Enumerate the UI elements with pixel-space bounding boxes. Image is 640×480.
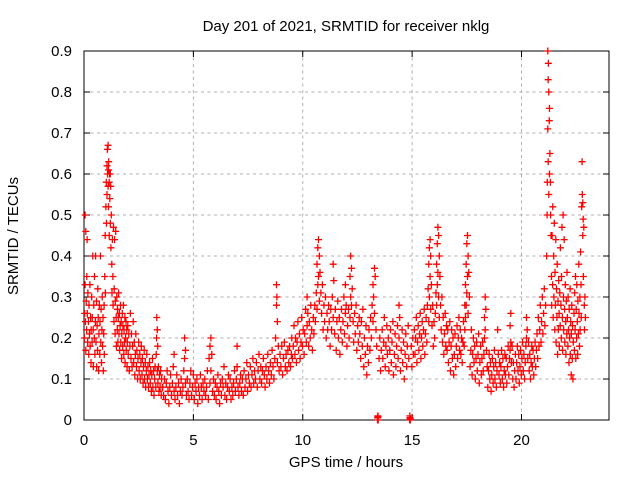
y-tick-label: 0.2 [51,330,72,347]
y-tick-label: 0.9 [51,43,72,60]
y-tick-label: 0.4 [51,248,72,265]
data-points [80,47,589,424]
y-tick-label: 0.7 [51,125,72,142]
grid-lines [84,51,609,420]
plot-border [83,50,610,421]
x-tick-label: 10 [294,432,311,449]
tick-labels: 0 5 10 15 20 0 0.1 0.2 0.3 0.4 0.5 0.6 0.7 0.8 0.9 [51,43,530,449]
scatter-plus-markers [80,47,589,424]
x-tick-label: 20 [513,432,530,449]
y-tick-label: 0.5 [51,207,72,224]
x-tick-label: 0 [80,432,88,449]
x-tick-label: 5 [189,432,197,449]
y-tick-label: 0.8 [51,84,72,101]
x-tick-label: 15 [404,432,421,449]
x-axis-label: GPS time / hours [289,454,403,471]
y-tick-label: 0.1 [51,371,72,388]
y-tick-label: 0.3 [51,289,72,306]
y-tick-label: 0.6 [51,166,72,183]
chart-title: Day 201 of 2021, SRMTID for receiver nkl… [203,18,490,35]
y-tick-label: 0 [64,412,72,429]
axis-ticks [83,50,609,421]
y-axis-label: SRMTID / TECUs [5,177,22,295]
